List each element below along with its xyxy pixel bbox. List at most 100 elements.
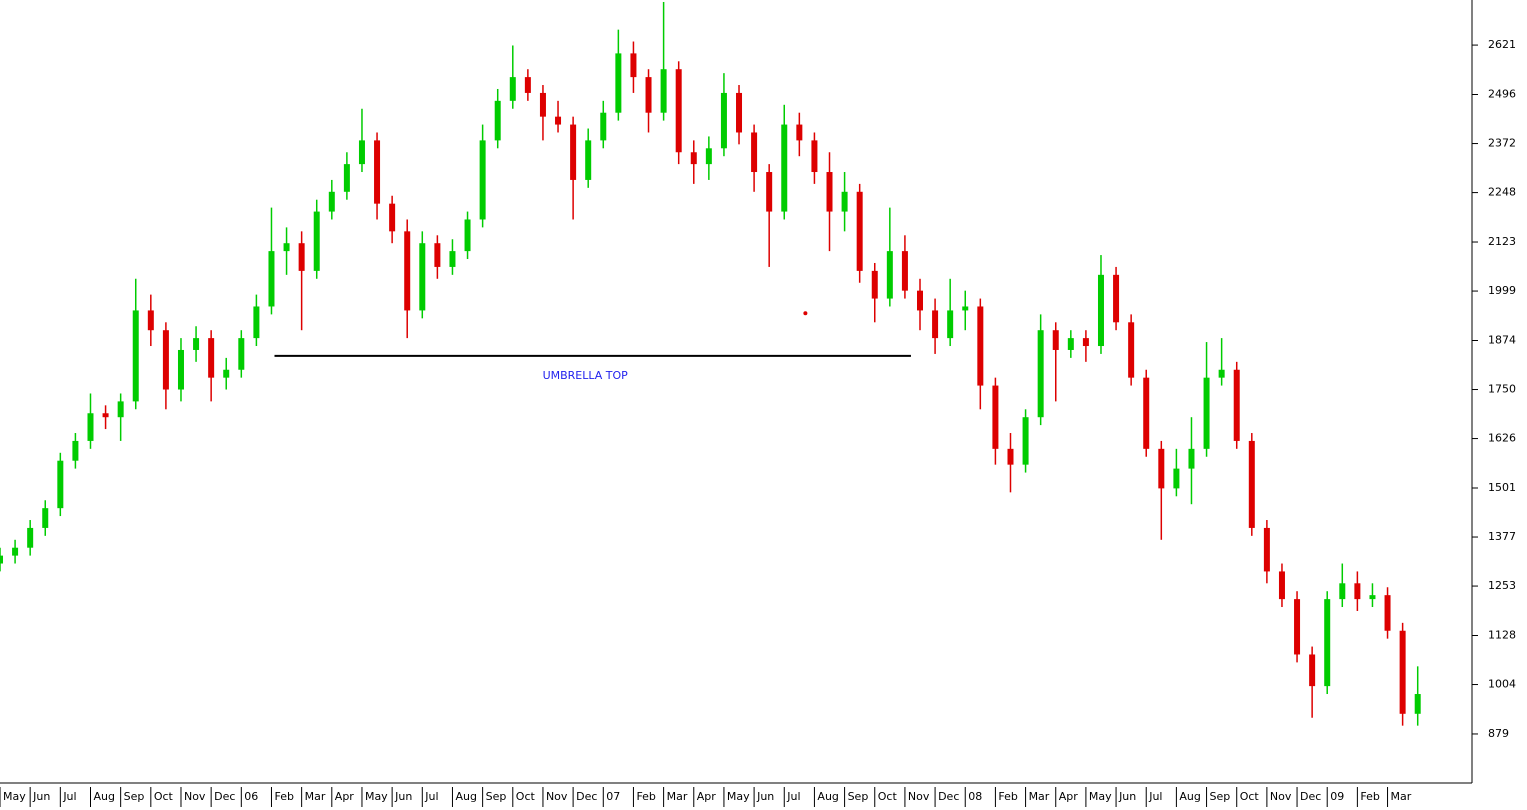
candle-body: [856, 191, 863, 271]
candle: [781, 104, 788, 220]
x-tick-label: Aug: [455, 790, 476, 803]
x-tick-label: Jul: [786, 790, 800, 803]
candle: [1294, 591, 1301, 663]
candle: [57, 452, 64, 517]
x-tick-label: Oct: [1240, 790, 1260, 803]
y-tick-label: 1750: [1488, 383, 1516, 396]
candle: [826, 152, 833, 252]
candle-body: [1233, 369, 1240, 441]
candle: [660, 1, 667, 121]
y-tick-label: 1874: [1488, 333, 1516, 346]
candle-body: [600, 112, 607, 141]
x-tick-label: Mar: [1391, 790, 1412, 803]
candle-body: [1309, 654, 1316, 687]
candle: [0, 547, 3, 572]
candle: [1158, 440, 1165, 540]
x-tick-label: Jul: [424, 790, 438, 803]
y-tick-label: 2248: [1488, 186, 1516, 199]
candle: [509, 45, 516, 109]
candle-body: [1218, 369, 1225, 378]
candle-body: [102, 413, 109, 418]
x-tick-label: Jul: [1148, 790, 1162, 803]
candle: [223, 357, 230, 390]
x-tick-label: Mar: [1029, 790, 1050, 803]
candle: [268, 207, 275, 315]
candle: [947, 278, 954, 347]
candle: [600, 100, 607, 149]
y-tick-label: 1128: [1488, 628, 1516, 641]
candle: [1203, 342, 1210, 457]
candle: [675, 61, 682, 165]
x-tick-label: Mar: [305, 790, 326, 803]
candle-body: [570, 124, 577, 180]
candle: [102, 405, 109, 430]
candle-body: [585, 140, 592, 180]
y-tick-label: 1501: [1488, 481, 1516, 494]
x-tick-label: Dec: [576, 790, 597, 803]
x-tick-label: Nov: [908, 790, 930, 803]
candle-body: [675, 69, 682, 153]
x-tick-label: 06: [244, 790, 258, 803]
candle: [570, 116, 577, 220]
candle: [117, 393, 124, 441]
candle-body: [479, 140, 486, 220]
candle-body: [886, 251, 893, 299]
candle-body: [977, 306, 984, 386]
candle: [630, 41, 637, 93]
candle: [720, 73, 727, 157]
candle-body: [736, 92, 743, 133]
candle-body: [615, 53, 622, 113]
candle-body: [932, 310, 939, 339]
y-tick-label: 2496: [1488, 88, 1516, 101]
x-tick-label: May: [365, 790, 388, 803]
x-tick-label: Nov: [184, 790, 206, 803]
candle: [1339, 563, 1346, 608]
candle: [1218, 338, 1225, 386]
candle: [42, 500, 49, 536]
candle-body: [947, 310, 954, 339]
candle: [539, 85, 546, 141]
candle-body: [298, 243, 305, 271]
candle: [1309, 646, 1316, 718]
candle-body: [796, 124, 803, 141]
candle: [313, 199, 320, 279]
candle: [1399, 622, 1406, 726]
candle: [841, 172, 848, 232]
candle-body: [358, 140, 365, 165]
candle: [555, 100, 562, 133]
x-tick-label: Sep: [486, 790, 507, 803]
x-tick-label: Nov: [546, 790, 568, 803]
x-tick-label: Apr: [1059, 790, 1079, 803]
candle: [374, 132, 381, 220]
x-tick-label: Mar: [667, 790, 688, 803]
candle-body: [539, 92, 546, 117]
candle: [208, 330, 215, 402]
candle: [992, 377, 999, 465]
y-tick-label: 879: [1488, 727, 1509, 740]
candle: [298, 231, 305, 331]
candle: [389, 195, 396, 244]
candle-body: [1052, 330, 1059, 350]
candle-body: [751, 132, 758, 173]
candle-body: [1158, 448, 1165, 489]
x-tick-label: Feb: [274, 790, 293, 803]
candle: [932, 298, 939, 354]
candle-body: [1173, 468, 1180, 489]
candle-body: [917, 290, 923, 311]
x-tick-label: Jun: [394, 790, 412, 803]
candle-body: [524, 77, 531, 93]
candle-body: [132, 310, 139, 402]
candle-body: [253, 306, 260, 339]
candle-body: [117, 401, 124, 418]
x-tick-label: Dec: [1300, 790, 1321, 803]
candle-body: [811, 140, 818, 173]
x-tick-label: Aug: [1179, 790, 1200, 803]
x-tick-label: Aug: [817, 790, 838, 803]
candle: [419, 231, 426, 319]
y-tick-label: 2621: [1488, 38, 1516, 51]
candle-body: [177, 349, 184, 390]
candle: [1082, 330, 1089, 362]
x-tick-label: Feb: [998, 790, 1017, 803]
candle-body: [268, 251, 275, 307]
